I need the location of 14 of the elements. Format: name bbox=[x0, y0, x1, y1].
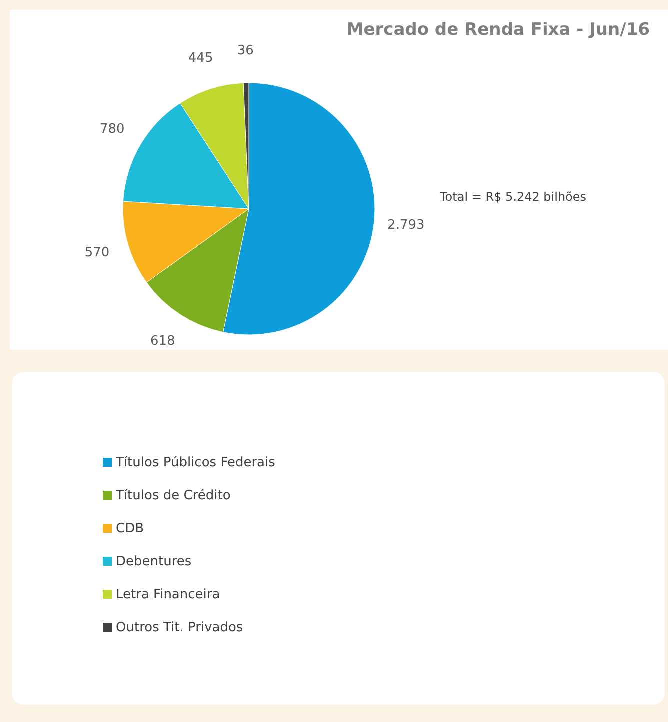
legend-label: Títulos de Crédito bbox=[115, 488, 231, 504]
legend-label: Letra Financeira bbox=[116, 588, 220, 602]
legend-label: Outros Tit. Privados bbox=[116, 620, 244, 636]
text: Total = R$ 5.242 bilhões bbox=[439, 190, 587, 204]
data-label: 2.793 bbox=[388, 218, 425, 233]
legend-label: Títulos Públicos Federais bbox=[115, 456, 276, 470]
legend-label: Debentures bbox=[116, 554, 192, 570]
data-label: 780 bbox=[100, 122, 125, 138]
text: Mercado de Renda Fixa - Jun/16 bbox=[346, 20, 650, 40]
data-label: 618 bbox=[150, 334, 176, 349]
legend-label: CDB bbox=[116, 522, 144, 536]
data-label: 445 bbox=[188, 51, 214, 66]
data-label: 36 bbox=[237, 44, 254, 59]
data-label: 570 bbox=[84, 246, 110, 261]
